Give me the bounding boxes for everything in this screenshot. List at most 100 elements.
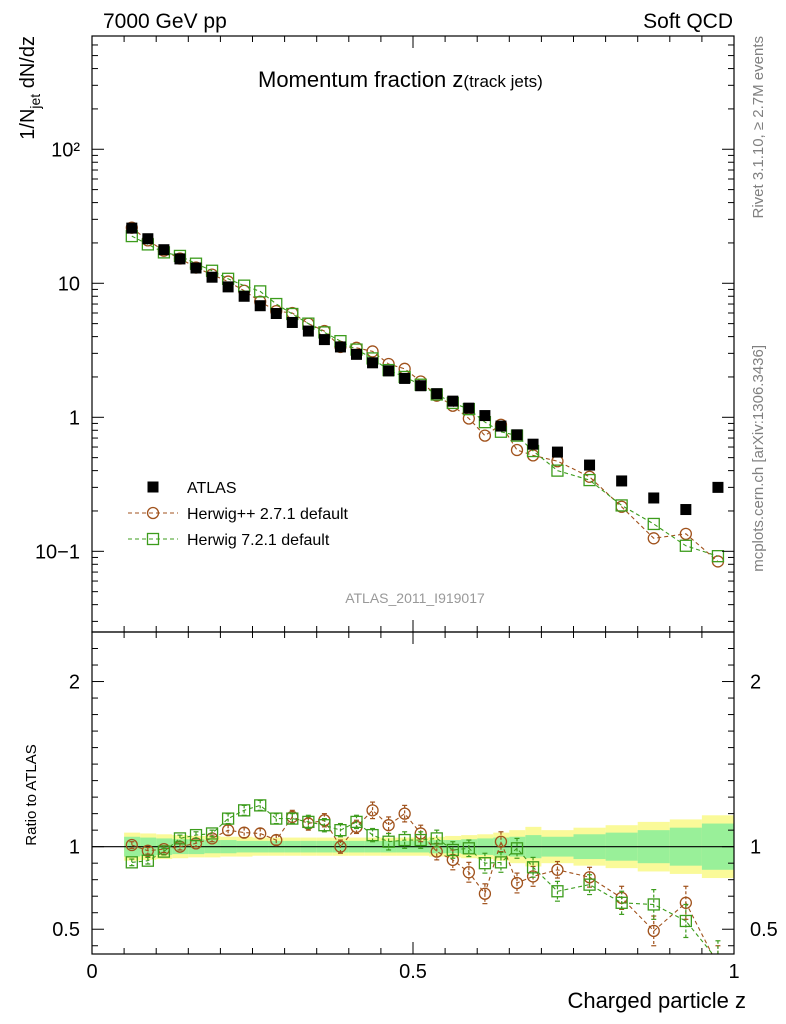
data-point <box>495 420 507 432</box>
data-point <box>367 357 379 369</box>
data-point <box>527 438 539 450</box>
ratio-point <box>270 812 283 825</box>
data-point <box>254 300 266 312</box>
ratio-point <box>205 827 219 840</box>
ratio-point <box>238 826 251 839</box>
data-point <box>680 504 692 516</box>
ratio-point <box>494 835 508 848</box>
data-point <box>679 527 692 540</box>
data-point <box>463 402 475 414</box>
data-point <box>511 429 523 441</box>
y-tick-label-right: 1 <box>750 837 761 859</box>
legend-marker <box>146 532 160 546</box>
ratio-point <box>254 799 267 812</box>
legend: ATLAS Herwig++ 2.7.1 default Herwig 7.2.1 … <box>128 480 349 549</box>
data-point <box>647 532 660 545</box>
ratio-point <box>446 843 459 857</box>
data-point <box>302 325 314 337</box>
data-point <box>647 517 660 531</box>
ratio-point <box>334 840 347 853</box>
data-point <box>270 307 282 319</box>
side-label-rivet: Rivet 3.1.10, ≥ 2.7M events <box>750 36 767 219</box>
ratio-point <box>398 833 411 847</box>
ratio-point <box>254 827 267 840</box>
ratio-point <box>478 857 492 870</box>
data-point <box>318 334 330 346</box>
ratio-panel: 0.5 0.5 1 1 2 2 0 0.5 1 Ratio to ATLAS Charged p… <box>23 631 778 1013</box>
y-tick-label: 1 <box>69 837 80 859</box>
data-point <box>584 459 596 471</box>
ratio-point <box>494 856 508 869</box>
ratio-point <box>510 876 524 890</box>
x-tick-label: 0 <box>86 961 97 983</box>
ratio-y-axis-label: Ratio to ATLAS <box>23 744 40 845</box>
ratio-point <box>679 896 692 909</box>
main-panel: 10−1 1 10 10² Momentum fraction z(track jet… <box>17 35 735 633</box>
side-label-mcplots: mcplots.cern.ch [arXiv:1306.3436] <box>750 345 767 572</box>
y-tick-label: 10² <box>51 139 80 161</box>
ratio-point <box>712 960 723 971</box>
data-point <box>479 410 491 422</box>
data-point <box>616 475 628 487</box>
data-point <box>206 271 218 283</box>
ratio-point <box>615 896 628 909</box>
data-point <box>431 388 443 400</box>
ratio-frame <box>91 631 735 955</box>
ratio-point <box>125 856 138 869</box>
series-line <box>131 227 719 562</box>
ratio-point <box>173 832 187 845</box>
y-tick-label-right: 2 <box>750 672 761 694</box>
ratio-point <box>526 870 540 883</box>
ratio-point <box>221 812 235 825</box>
ratio-point <box>712 955 723 966</box>
ratio-series-line <box>131 809 713 954</box>
data-point <box>286 316 298 328</box>
y-tick-label-right: 0.5 <box>750 919 778 941</box>
series-line <box>131 235 719 557</box>
y-tick-label: 10−1 <box>35 541 80 563</box>
data-point <box>648 492 660 504</box>
data-point <box>190 262 202 274</box>
ratio-point <box>647 898 660 911</box>
ratio-point <box>382 819 395 832</box>
legend-label: Herwig 7.2.1 default <box>187 532 330 549</box>
ratio-point <box>551 885 564 898</box>
data-point <box>126 222 138 234</box>
ratio-point <box>350 815 363 829</box>
data-point <box>238 290 250 302</box>
ratio-point <box>583 878 596 891</box>
main-y-axis-label: 1/Njet dN/dz <box>17 36 43 140</box>
data-point <box>254 285 267 298</box>
ratio-point <box>382 835 395 848</box>
data-point <box>510 443 524 457</box>
data-point <box>679 539 692 552</box>
ratio-point <box>366 828 379 842</box>
data-point <box>383 365 395 377</box>
watermark-analysis: ATLAS_2011_I919017 <box>345 590 485 606</box>
ratio-series-group <box>125 799 723 971</box>
ratio-series-line <box>131 804 714 954</box>
y-tick-label: 1 <box>69 407 80 429</box>
legend-marker <box>147 481 159 493</box>
y-tick-label: 10 <box>58 273 80 295</box>
ratio-point <box>647 924 660 938</box>
data-point <box>142 233 154 245</box>
ratio-point <box>157 845 171 858</box>
main-title: Momentum fraction z(track jets) <box>258 67 543 92</box>
data-point <box>174 253 186 265</box>
ratio-point <box>286 812 299 825</box>
data-point <box>447 395 459 407</box>
ratio-point <box>478 887 492 900</box>
ratio-point <box>462 866 476 879</box>
data-point <box>366 345 379 358</box>
ratio-point <box>238 804 251 817</box>
x-tick-label: 1 <box>728 961 739 983</box>
data-point <box>711 550 725 563</box>
data-point <box>712 481 724 493</box>
ratio-point <box>366 804 379 817</box>
y-tick-label: 2 <box>69 672 80 694</box>
ratio-point <box>679 914 692 928</box>
data-point <box>551 464 564 477</box>
legend-label: ATLAS <box>187 480 237 497</box>
